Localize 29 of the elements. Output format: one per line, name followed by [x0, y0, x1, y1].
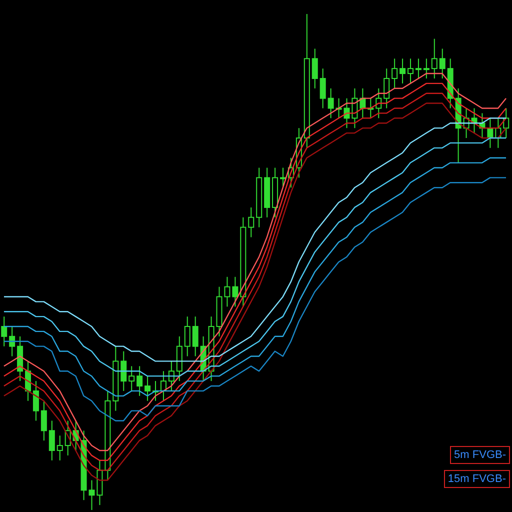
candlestick [128, 366, 135, 392]
candlestick [423, 58, 430, 79]
candlestick [384, 68, 390, 109]
annotation: 15m FVGB- [444, 470, 510, 488]
candlestick [400, 58, 406, 84]
candlestick [168, 360, 174, 392]
annotation: 5m FVGB- [450, 446, 510, 464]
candlestick [184, 316, 190, 357]
candlestick [232, 276, 238, 308]
candlestick [392, 58, 398, 89]
candlestick [439, 48, 446, 79]
candlestick [40, 400, 47, 442]
candlestick [32, 380, 39, 422]
candlestick [431, 38, 438, 79]
candlestick [144, 376, 151, 402]
candlestick [408, 58, 414, 84]
candlestick [9, 326, 16, 357]
candlestick [248, 206, 254, 238]
candlestick [192, 316, 198, 357]
candlestick [415, 58, 422, 79]
candlestick [312, 48, 318, 89]
candlestick [320, 68, 326, 109]
candlestick [56, 435, 63, 461]
candlestick [136, 366, 143, 396]
candlestick [48, 420, 55, 461]
candlestick [120, 350, 127, 392]
candlestick [280, 167, 286, 188]
candlestick [328, 88, 334, 119]
candlestick [1, 316, 8, 347]
